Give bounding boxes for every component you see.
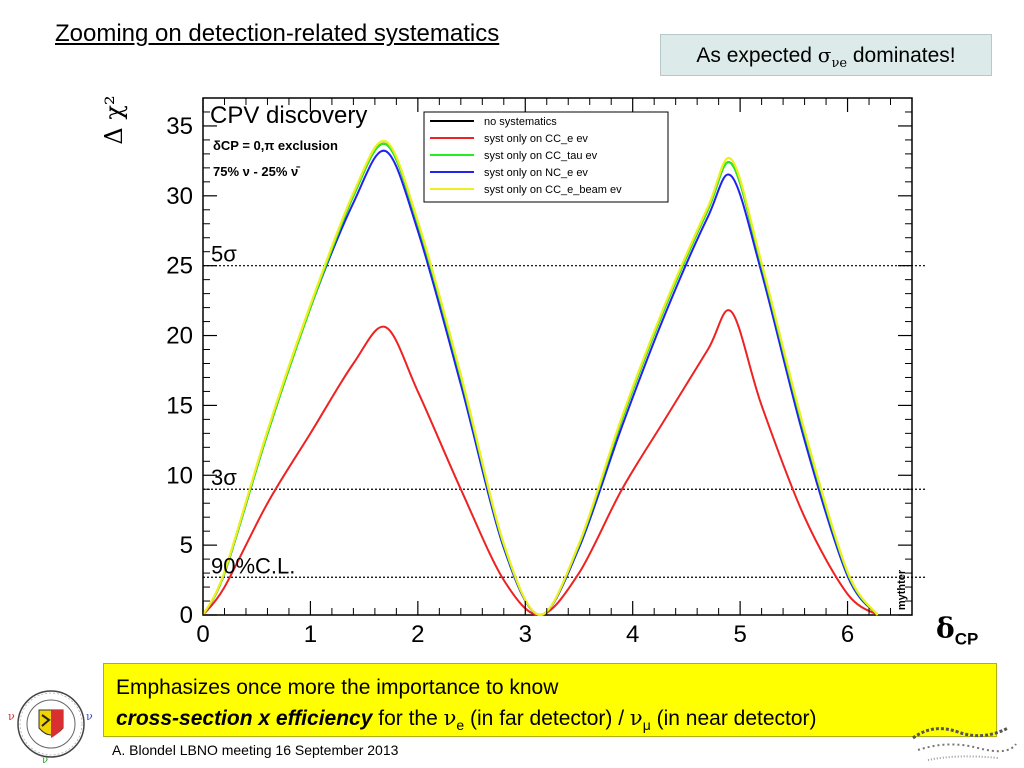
callout-box: As expected σνe dominates! <box>660 34 992 76</box>
legend-label-2: syst only on CC_tau ev <box>484 150 598 162</box>
chart-frame <box>202 97 913 616</box>
y-tick-label-3: 15 <box>166 392 193 419</box>
x-tick-label-2: 2 <box>411 621 424 648</box>
y-tick-label-0: 0 <box>180 602 193 629</box>
x-unit-subscript: CP <box>954 629 979 649</box>
slide-title: Zooming on detection-related systematics <box>55 20 500 47</box>
nu-symbol-1: ν <box>443 706 457 730</box>
note-line-1: Emphasizes once more the importance to k… <box>116 676 559 699</box>
series-line-4 <box>202 139 879 617</box>
footer: A. Blondel LBNO meeting 16 September 201… <box>112 742 399 758</box>
legend: no systematics syst only on CC_e ev syst o… <box>423 111 669 203</box>
legend-box <box>423 111 669 203</box>
y-tick-label-6: 30 <box>166 183 193 210</box>
chart: 0 1 2 3 4 5 6 0 5 10 15 20 25 30 35 no systematics syst… <box>100 95 926 648</box>
callout-suffix: dominates! <box>847 44 956 67</box>
svg-text:ν: ν <box>42 755 48 764</box>
plot-title: CPV discovery <box>210 102 367 129</box>
reference-lines <box>203 265 926 578</box>
series-line-1 <box>202 309 879 616</box>
note-line-2: cross-section x efficiency for the νe (i… <box>116 703 984 740</box>
reference-label-2: 90%C.L. <box>211 553 295 578</box>
chart-annotations: 5σ 3σ 90%C.L. Δ χ² CPV discovery δCP = 0,π ex… <box>100 95 908 610</box>
x-tick-label-0: 0 <box>196 621 209 648</box>
y-tick-label-4: 20 <box>166 323 193 350</box>
y-tick-label-1: 5 <box>180 532 193 559</box>
plot-subtitle-0: δCP = 0,π exclusion <box>213 138 338 153</box>
x-tick-label-3: 3 <box>519 621 532 648</box>
watermark-label: mythter <box>896 569 908 610</box>
x-axis-unit: δCP <box>936 612 978 650</box>
note-mid-2: (in far detector) / <box>464 707 630 730</box>
svg-text:ν: ν <box>86 710 93 723</box>
callout-subscript: νe <box>831 56 848 72</box>
x-tick-label-4: 4 <box>626 621 639 648</box>
note-box: Emphasizes once more the importance to k… <box>103 663 997 737</box>
series-line-0 <box>202 142 879 617</box>
series-line-2 <box>202 142 879 617</box>
legend-label-3: syst only on NC_e ev <box>484 167 588 179</box>
legend-label-0: no systematics <box>484 116 557 128</box>
delta-symbol: δ <box>936 612 955 645</box>
reference-label-0: 5σ <box>211 242 237 267</box>
y-tick-label-7: 35 <box>166 113 193 140</box>
sigma-symbol: σ <box>817 43 832 67</box>
callout-prefix: As expected <box>696 44 818 67</box>
plot-subtitle-1: 75% ν - 25% ν̄ <box>213 164 300 179</box>
axes: 0 1 2 3 4 5 6 0 5 10 15 20 25 30 35 <box>166 98 912 648</box>
nu-sub-2: μ <box>642 717 651 734</box>
university-seal-logo: ν ν ν <box>8 690 93 764</box>
y-axis-label: Δ χ² <box>100 95 128 144</box>
legend-label-4: syst only on CC_e_beam ev <box>484 184 622 196</box>
nu-sub-1: e <box>456 717 465 734</box>
x-tick-label-5: 5 <box>733 621 746 648</box>
note-emphasis: cross-section x efficiency <box>116 707 373 730</box>
decorative-scribble-image <box>912 726 1017 761</box>
series-lines <box>202 139 879 617</box>
y-tick-label-5: 25 <box>166 253 193 280</box>
plot-frame <box>202 97 913 616</box>
y-tick-label-2: 10 <box>166 462 193 489</box>
note-end: (in near detector) <box>650 707 817 730</box>
x-tick-label-6: 6 <box>841 621 854 648</box>
reference-label-1: 3σ <box>211 465 237 490</box>
series-line-3 <box>202 149 879 617</box>
note-mid: for the <box>372 707 444 730</box>
x-tick-label-1: 1 <box>304 621 317 648</box>
legend-label-1: syst only on CC_e ev <box>484 133 588 145</box>
nu-symbol-2: ν <box>629 706 643 730</box>
svg-text:ν: ν <box>8 710 15 723</box>
